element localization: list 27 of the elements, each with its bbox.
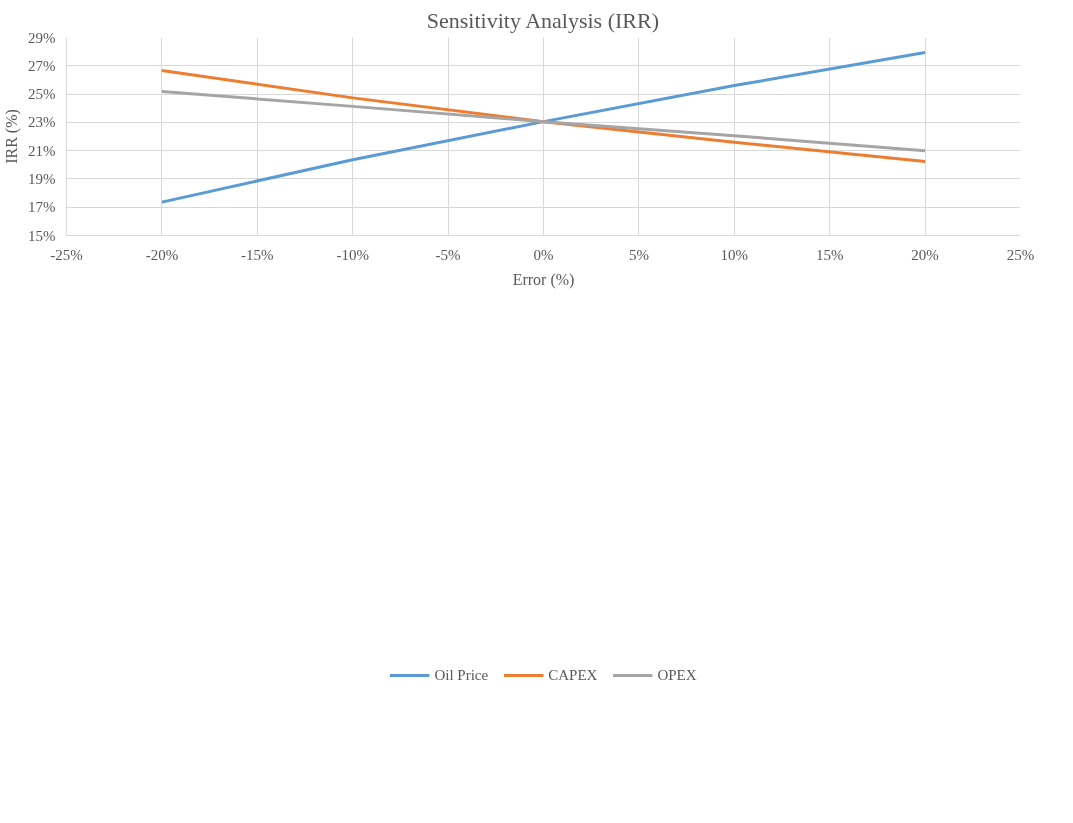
y-tick-label: 25% [28, 86, 56, 103]
x-tick-label: -15% [241, 246, 274, 263]
line-series [160, 90, 927, 153]
chart-title: Sensitivity Analysis (IRR) [426, 7, 660, 33]
legend-label: CAPEX [548, 666, 598, 684]
x-tick-label: -5% [435, 246, 461, 263]
y-tick-label: 27% [28, 57, 56, 74]
y-tick-label: 23% [28, 114, 56, 131]
y-axis-title: IRR (%) [3, 109, 21, 164]
legend-label: OPEX [657, 666, 697, 684]
x-axis-title: Error (%) [512, 270, 575, 289]
x-tick-label: 25% [1006, 246, 1035, 263]
legend-label: Oil Price [434, 666, 489, 684]
x-tick-label: 5% [628, 246, 649, 263]
x-tick-label: 0% [533, 246, 554, 263]
x-tick-label: -25% [50, 246, 83, 263]
line-series [160, 50, 927, 204]
y-tick-label: 19% [28, 170, 56, 187]
y-tick-label: 17% [28, 199, 56, 216]
y-tick-label: 15% [28, 227, 56, 244]
x-tick-label: -20% [145, 246, 179, 263]
y-tick-label: 21% [28, 142, 56, 159]
x-tick-label: 20% [911, 246, 939, 263]
x-tick-label: 10% [720, 246, 749, 263]
x-tick-label: 15% [815, 246, 844, 263]
x-tick-label: -10% [336, 246, 369, 263]
y-tick-label: 29% [28, 29, 56, 46]
